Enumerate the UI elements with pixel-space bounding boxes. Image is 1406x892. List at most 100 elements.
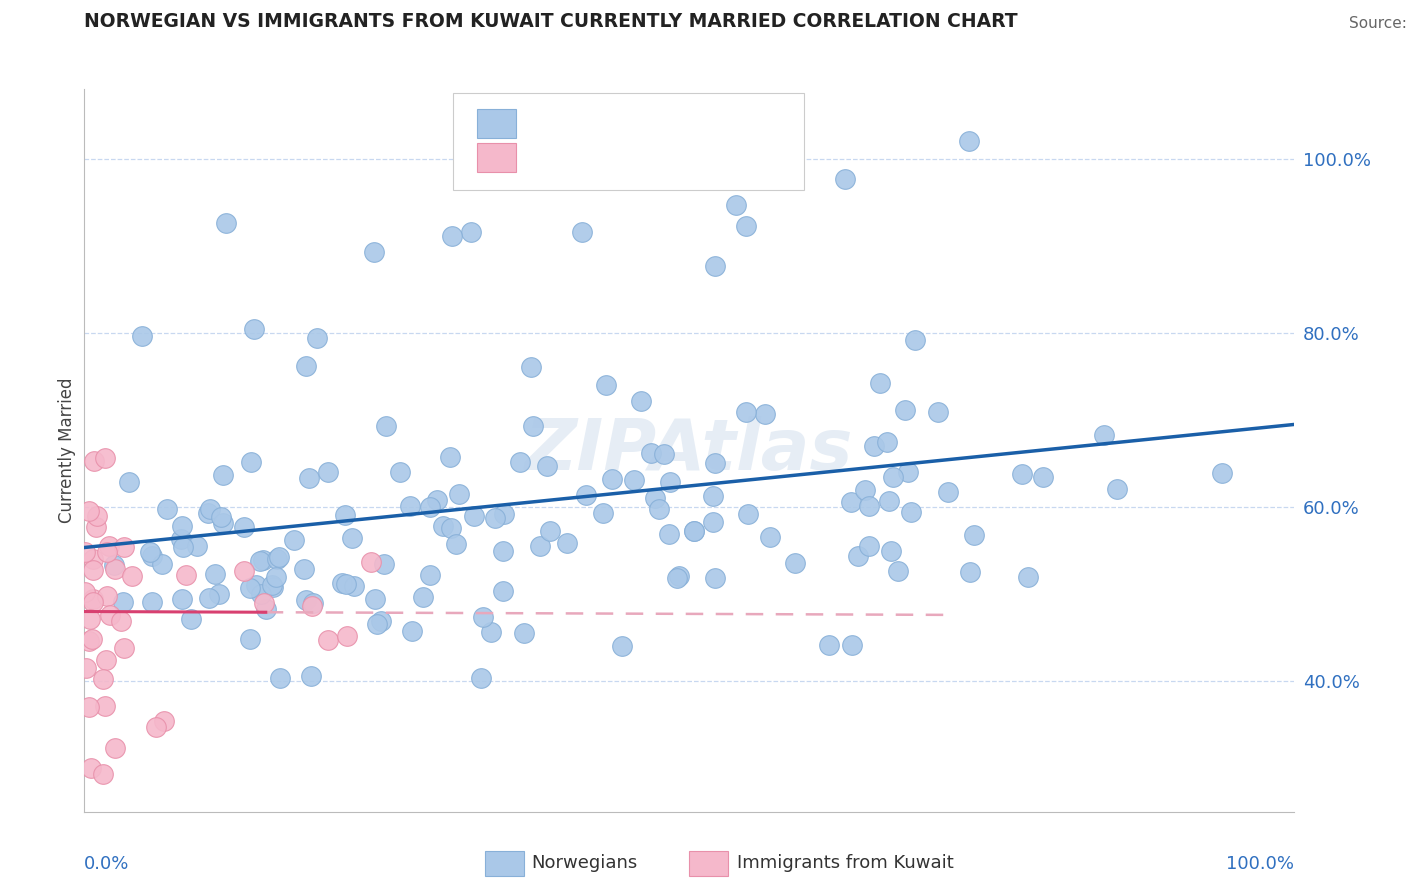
Point [239, 581, 262, 595]
Point [412, 591, 434, 605]
FancyBboxPatch shape [478, 144, 516, 172]
Point [366, 617, 388, 632]
Point [668, 569, 690, 583]
Point [612, 639, 634, 653]
Point [204, 566, 226, 581]
Point [80, 761, 103, 775]
Point [266, 552, 288, 566]
Point [658, 475, 681, 490]
Point [82, 562, 104, 576]
Point [373, 558, 395, 572]
Point [294, 592, 316, 607]
Point [834, 172, 856, 186]
Text: Norwegians: Norwegians [531, 855, 638, 872]
Point [1105, 482, 1128, 496]
Point [848, 549, 870, 563]
Text: Immigrants from Kuwait: Immigrants from Kuwait [737, 855, 953, 872]
Point [104, 562, 127, 576]
Point [180, 611, 202, 625]
Point [80, 632, 103, 647]
Point [239, 455, 262, 469]
Point [440, 521, 463, 535]
Point [887, 564, 910, 578]
Point [75, 545, 97, 559]
Point [292, 562, 315, 576]
Point [104, 741, 127, 756]
Point [758, 530, 780, 544]
Point [112, 540, 135, 554]
Point [118, 475, 141, 490]
Point [316, 466, 339, 480]
Point [447, 486, 470, 500]
Point [927, 405, 949, 419]
Point [299, 669, 322, 683]
Point [84, 520, 107, 534]
Point [399, 499, 422, 513]
Point [484, 510, 506, 524]
Point [446, 537, 468, 551]
Point [197, 506, 219, 520]
Point [172, 540, 194, 554]
Point [666, 571, 689, 585]
Point [869, 376, 891, 391]
Point [494, 508, 516, 522]
Point [340, 531, 363, 545]
Point [110, 615, 132, 629]
Text: ZIPAtlas: ZIPAtlas [524, 416, 853, 485]
Point [1011, 467, 1033, 481]
Point [513, 626, 536, 640]
Point [785, 556, 807, 570]
Text: -0.109: -0.109 [572, 150, 641, 169]
Point [91, 766, 114, 780]
Point [374, 419, 396, 434]
Point [200, 502, 222, 516]
Point [112, 595, 135, 609]
FancyBboxPatch shape [453, 93, 804, 190]
Text: 0.0%: 0.0% [84, 855, 129, 873]
Point [388, 465, 411, 479]
Text: NORWEGIAN VS IMMIGRANTS FROM KUWAIT CURRENTLY MARRIED CORRELATION CHART: NORWEGIAN VS IMMIGRANTS FROM KUWAIT CURR… [84, 12, 1018, 31]
Point [239, 632, 262, 647]
Point [170, 518, 193, 533]
Point [441, 229, 464, 244]
Point [817, 638, 839, 652]
Point [83, 453, 105, 467]
Point [520, 359, 543, 374]
Point [419, 500, 441, 515]
Point [91, 672, 114, 686]
Point [330, 575, 353, 590]
Point [96, 653, 118, 667]
Text: 0.503: 0.503 [572, 114, 640, 134]
Point [262, 580, 284, 594]
Point [702, 489, 724, 503]
Point [734, 219, 756, 233]
Point [491, 543, 513, 558]
Point [640, 446, 662, 460]
Point [145, 720, 167, 734]
Point [93, 451, 115, 466]
Point [301, 599, 323, 614]
Point [269, 671, 291, 685]
Point [623, 473, 645, 487]
Point [460, 225, 482, 239]
Point [644, 491, 666, 505]
Point [252, 553, 274, 567]
Point [335, 577, 357, 591]
Point [1211, 466, 1233, 480]
Point [683, 524, 706, 538]
Point [1032, 469, 1054, 483]
Point [77, 503, 100, 517]
Point [82, 595, 104, 609]
Point [538, 524, 561, 538]
Point [316, 633, 339, 648]
Point [536, 459, 558, 474]
Point [94, 699, 117, 714]
Point [904, 333, 927, 347]
Point [900, 504, 922, 518]
Text: N = 151: N = 151 [671, 114, 758, 134]
Point [336, 629, 359, 643]
Point [305, 331, 328, 345]
Point [283, 533, 305, 547]
Point [877, 494, 900, 508]
Point [839, 494, 862, 508]
